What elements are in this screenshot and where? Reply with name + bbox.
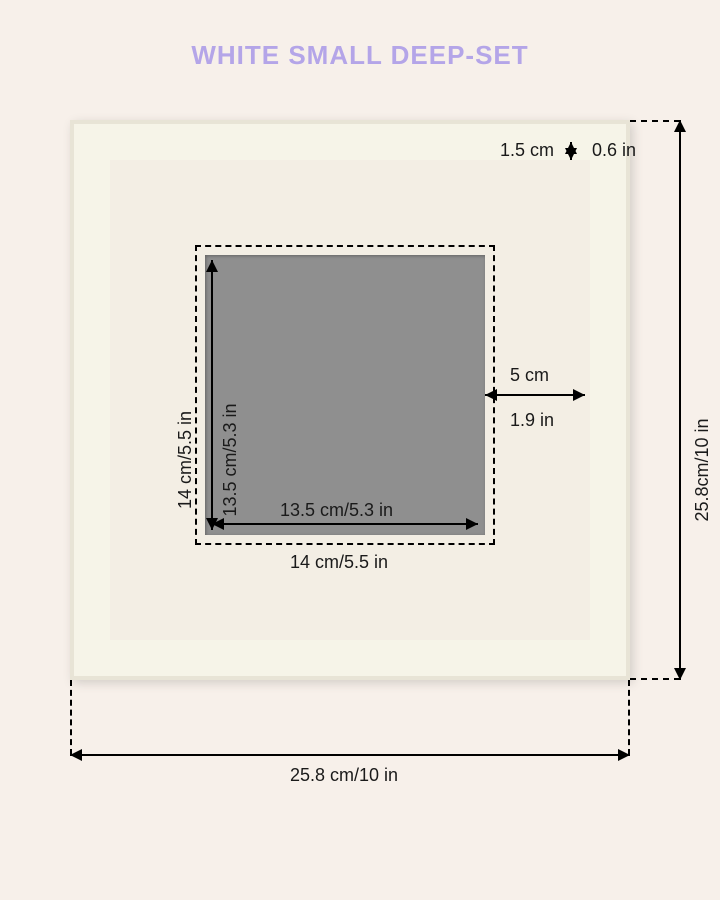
label-frame-thick-in: 0.6 in (592, 140, 636, 161)
label-mat-gap-cm: 5 cm (510, 365, 549, 386)
outer-dash-bottom-right (630, 678, 680, 680)
outer-dash-left-stub (70, 680, 72, 755)
outer-dash-right-stub (628, 680, 630, 755)
inner-opening (205, 255, 485, 535)
label-mat-h: 14 cm/5.5 in (175, 370, 196, 550)
label-inner-h: 13.5 cm/5.3 in (220, 380, 241, 540)
label-outer-h: 25.8cm/10 in (692, 370, 713, 570)
label-mat-w: 14 cm/5.5 in (290, 552, 388, 573)
label-outer-w: 25.8 cm/10 in (290, 765, 398, 786)
page: WHITE SMALL DEEP-SET 1.5 cm 0.6 in 5 cm … (0, 0, 720, 900)
outer-dash-top-stub (630, 120, 680, 122)
label-mat-gap-in: 1.9 in (510, 410, 554, 431)
label-inner-w: 13.5 cm/5.3 in (280, 500, 393, 521)
label-frame-thick-cm: 1.5 cm (500, 140, 554, 161)
page-title: WHITE SMALL DEEP-SET (0, 40, 720, 71)
